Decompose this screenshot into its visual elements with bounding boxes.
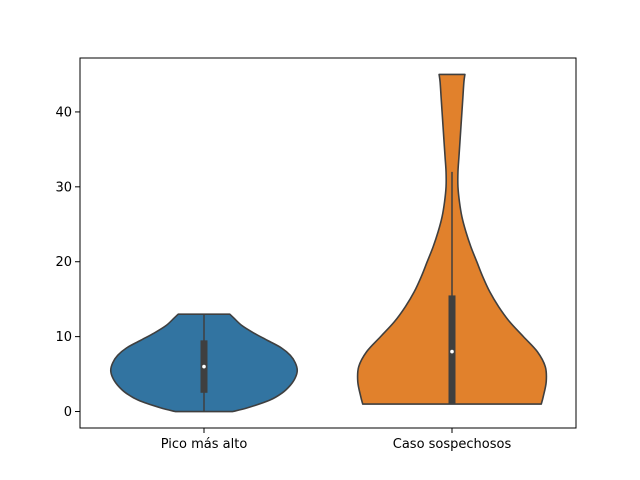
x-tick-label-2: Caso sospechosos [393,437,512,452]
x-tick-label-1: Pico más alto [161,437,248,452]
y-tick-label-30: 30 [55,180,72,195]
y-tick-label-20: 20 [55,255,72,270]
iqr-box-2 [448,295,456,405]
y-tick-label-40: 40 [55,105,72,120]
median-marker-1 [202,364,206,369]
y-tick-label-10: 10 [55,330,72,345]
x-axis: Pico más alto Caso sospechosos [161,428,512,452]
plot-area [109,73,548,413]
y-tick-label-0: 0 [64,405,72,420]
axes-frame [79,57,577,429]
median-marker-2 [450,349,454,354]
y-axis: 0 10 20 30 40 [55,105,80,420]
